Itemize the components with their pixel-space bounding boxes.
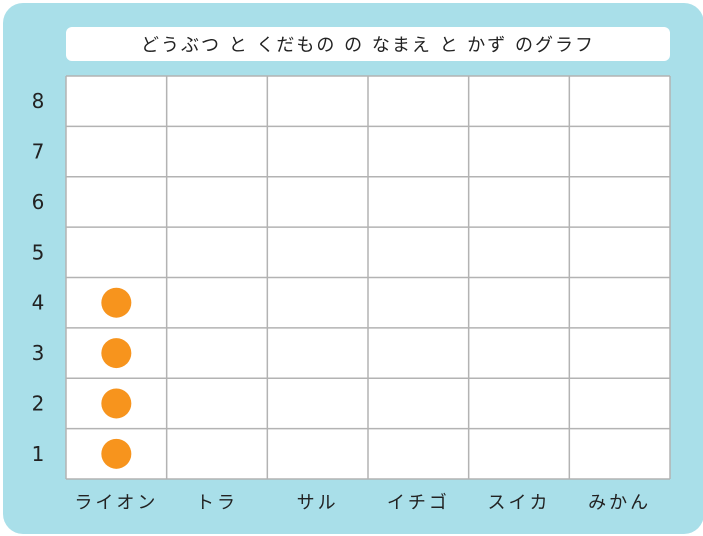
category-label: スイカ	[488, 493, 551, 514]
grid	[65, 75, 671, 480]
y-tick-label: 4	[32, 291, 45, 315]
y-tick-label: 2	[32, 391, 45, 415]
category-label: ライオン	[74, 493, 158, 514]
category-label: サル	[297, 493, 339, 514]
category-label: みかん	[588, 493, 651, 514]
y-tick-label: 1	[32, 442, 45, 466]
y-tick-label: 5	[32, 240, 45, 264]
data-marker-circle	[101, 287, 132, 318]
x-axis-categories: ライオン トラ サル イチゴ スイカ みかん	[74, 493, 651, 514]
y-tick-label: 7	[32, 140, 45, 164]
category-label: イチゴ	[387, 493, 450, 514]
chart-title-box: どうぶつ と くだもの の なまえ と かず のグラフ	[66, 27, 670, 61]
y-axis-ticks: 1 2 3 4 5 6 7 8	[32, 89, 45, 466]
data-marker-circle	[101, 388, 132, 419]
data-markers	[101, 287, 132, 469]
y-tick-label: 8	[32, 89, 45, 113]
data-marker-circle	[101, 338, 132, 369]
data-marker-circle	[101, 438, 132, 469]
y-tick-label: 3	[32, 341, 45, 365]
chart-title: どうぶつ と くだもの の なまえ と かず のグラフ	[140, 35, 596, 56]
category-label: トラ	[196, 493, 238, 514]
y-tick-label: 6	[32, 190, 45, 214]
